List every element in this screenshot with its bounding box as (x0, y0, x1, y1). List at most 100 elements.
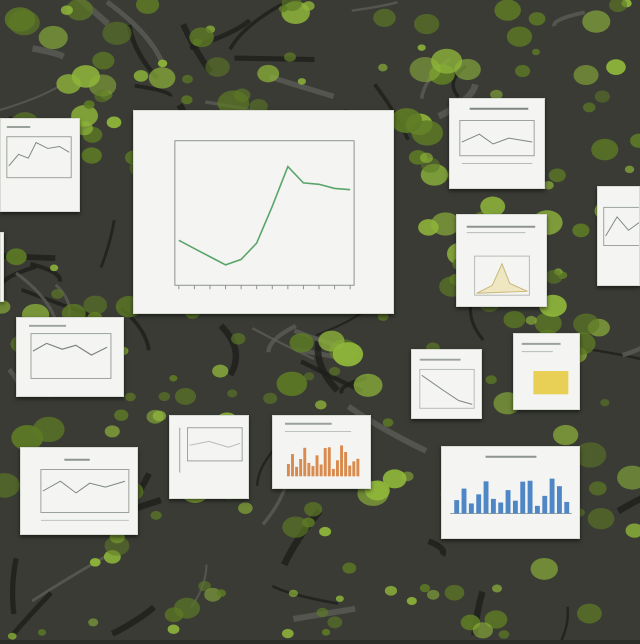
moss-clump (609, 0, 628, 13)
moss-clump (525, 315, 537, 325)
moss-clump (38, 25, 68, 50)
moss-clump (417, 44, 426, 51)
card-top-left-chart (0, 118, 80, 212)
moss-clump (189, 27, 214, 48)
moss-clump (198, 581, 211, 592)
moss-clump (104, 535, 130, 556)
moss-clump (66, 0, 94, 21)
card-mid-right-chart (456, 214, 547, 307)
main-chart-card (133, 110, 394, 314)
moss-clump (503, 310, 526, 329)
mini-bar (564, 501, 570, 514)
mini-bar (476, 494, 482, 514)
moss-clump (114, 409, 129, 421)
moss-clump (51, 289, 64, 299)
mini-bar (505, 490, 511, 514)
moss-clump (534, 312, 562, 335)
mini-line-chart-icon (6, 126, 72, 179)
mini-bar (490, 498, 496, 514)
moss-clump (480, 196, 506, 217)
moss-clump (364, 480, 390, 501)
moss-clump (472, 622, 493, 639)
moss-clump (181, 95, 193, 105)
moss-clump (498, 630, 510, 639)
moss-clump (150, 510, 162, 520)
mini-chart-icon (419, 358, 475, 409)
mini-line-chart-icon (29, 324, 112, 379)
mini-bar (315, 455, 319, 477)
moss-clump (281, 0, 302, 12)
mini-bar (327, 447, 331, 477)
moss-clump (302, 1, 315, 11)
mini-bar (549, 478, 555, 514)
mini-bar (512, 500, 518, 514)
mini-highlight-chart-icon (521, 342, 569, 395)
moss-clump (574, 442, 607, 468)
moss-clump (212, 364, 229, 378)
moss-clump (484, 610, 508, 629)
moss-clump (420, 152, 433, 163)
moss-clump (490, 89, 503, 100)
mini-bar (291, 454, 294, 477)
moss-clump (5, 248, 27, 266)
moss-clump (625, 523, 640, 538)
mini-area-chart-icon (466, 225, 536, 296)
moss-clump (89, 557, 101, 567)
moss-clump (573, 65, 599, 86)
moss-clump (81, 147, 102, 164)
moss-clump (545, 269, 563, 284)
moss-clump (56, 74, 81, 94)
moss-clump (281, 628, 294, 639)
mini-bar (454, 500, 460, 514)
mini-chart-icon (603, 206, 639, 247)
moss-clump (92, 51, 115, 70)
mini-bar (542, 495, 548, 514)
moss-clump (617, 465, 640, 490)
moss-clump (591, 138, 619, 161)
moss-clump (342, 562, 357, 574)
moss-clump (284, 52, 296, 62)
moss-clump (167, 624, 180, 634)
moss-clump (94, 89, 111, 103)
mini-bar (498, 502, 504, 514)
moss-clump (506, 26, 533, 47)
mini-bar (303, 447, 307, 477)
moss-clump (587, 507, 615, 530)
moss-clump (335, 595, 344, 602)
card-bottom-left-chart (20, 447, 138, 535)
mini-bar (556, 486, 562, 514)
plot-frame (174, 140, 355, 286)
moss-clump (148, 67, 176, 89)
series-line (178, 165, 351, 266)
moss-clump (174, 388, 197, 405)
mini-bar (331, 468, 335, 477)
mini-bar (527, 480, 533, 514)
moss-clump (282, 516, 309, 538)
moss-clump (624, 165, 635, 174)
moss-clump (106, 116, 122, 129)
moss-clump (227, 389, 238, 398)
card-yellow-chart (513, 333, 580, 410)
moss-clump (8, 10, 40, 36)
mini-bar (335, 460, 339, 477)
moss-clump (263, 392, 278, 404)
moss-clump (572, 223, 590, 238)
mini-bar (348, 465, 352, 477)
card-bar-chart-orange (272, 415, 371, 489)
moss-clump (543, 181, 554, 190)
moss-clump (319, 526, 332, 537)
moss-clump (182, 74, 193, 84)
moss-clump (0, 473, 20, 498)
card-bar-chart-blue (441, 446, 580, 539)
moss-clump (528, 12, 546, 26)
moss-clump (327, 616, 343, 629)
mini-bar (311, 466, 315, 477)
mini-chart-icon (459, 107, 535, 165)
moss-clump (238, 502, 253, 514)
moss-clump (83, 295, 108, 315)
moss-clump (329, 366, 341, 376)
mini-bar-chart-icon (450, 455, 572, 515)
card-left-chart (16, 317, 124, 397)
moss-clump (321, 628, 331, 636)
moss-clump (146, 409, 164, 424)
